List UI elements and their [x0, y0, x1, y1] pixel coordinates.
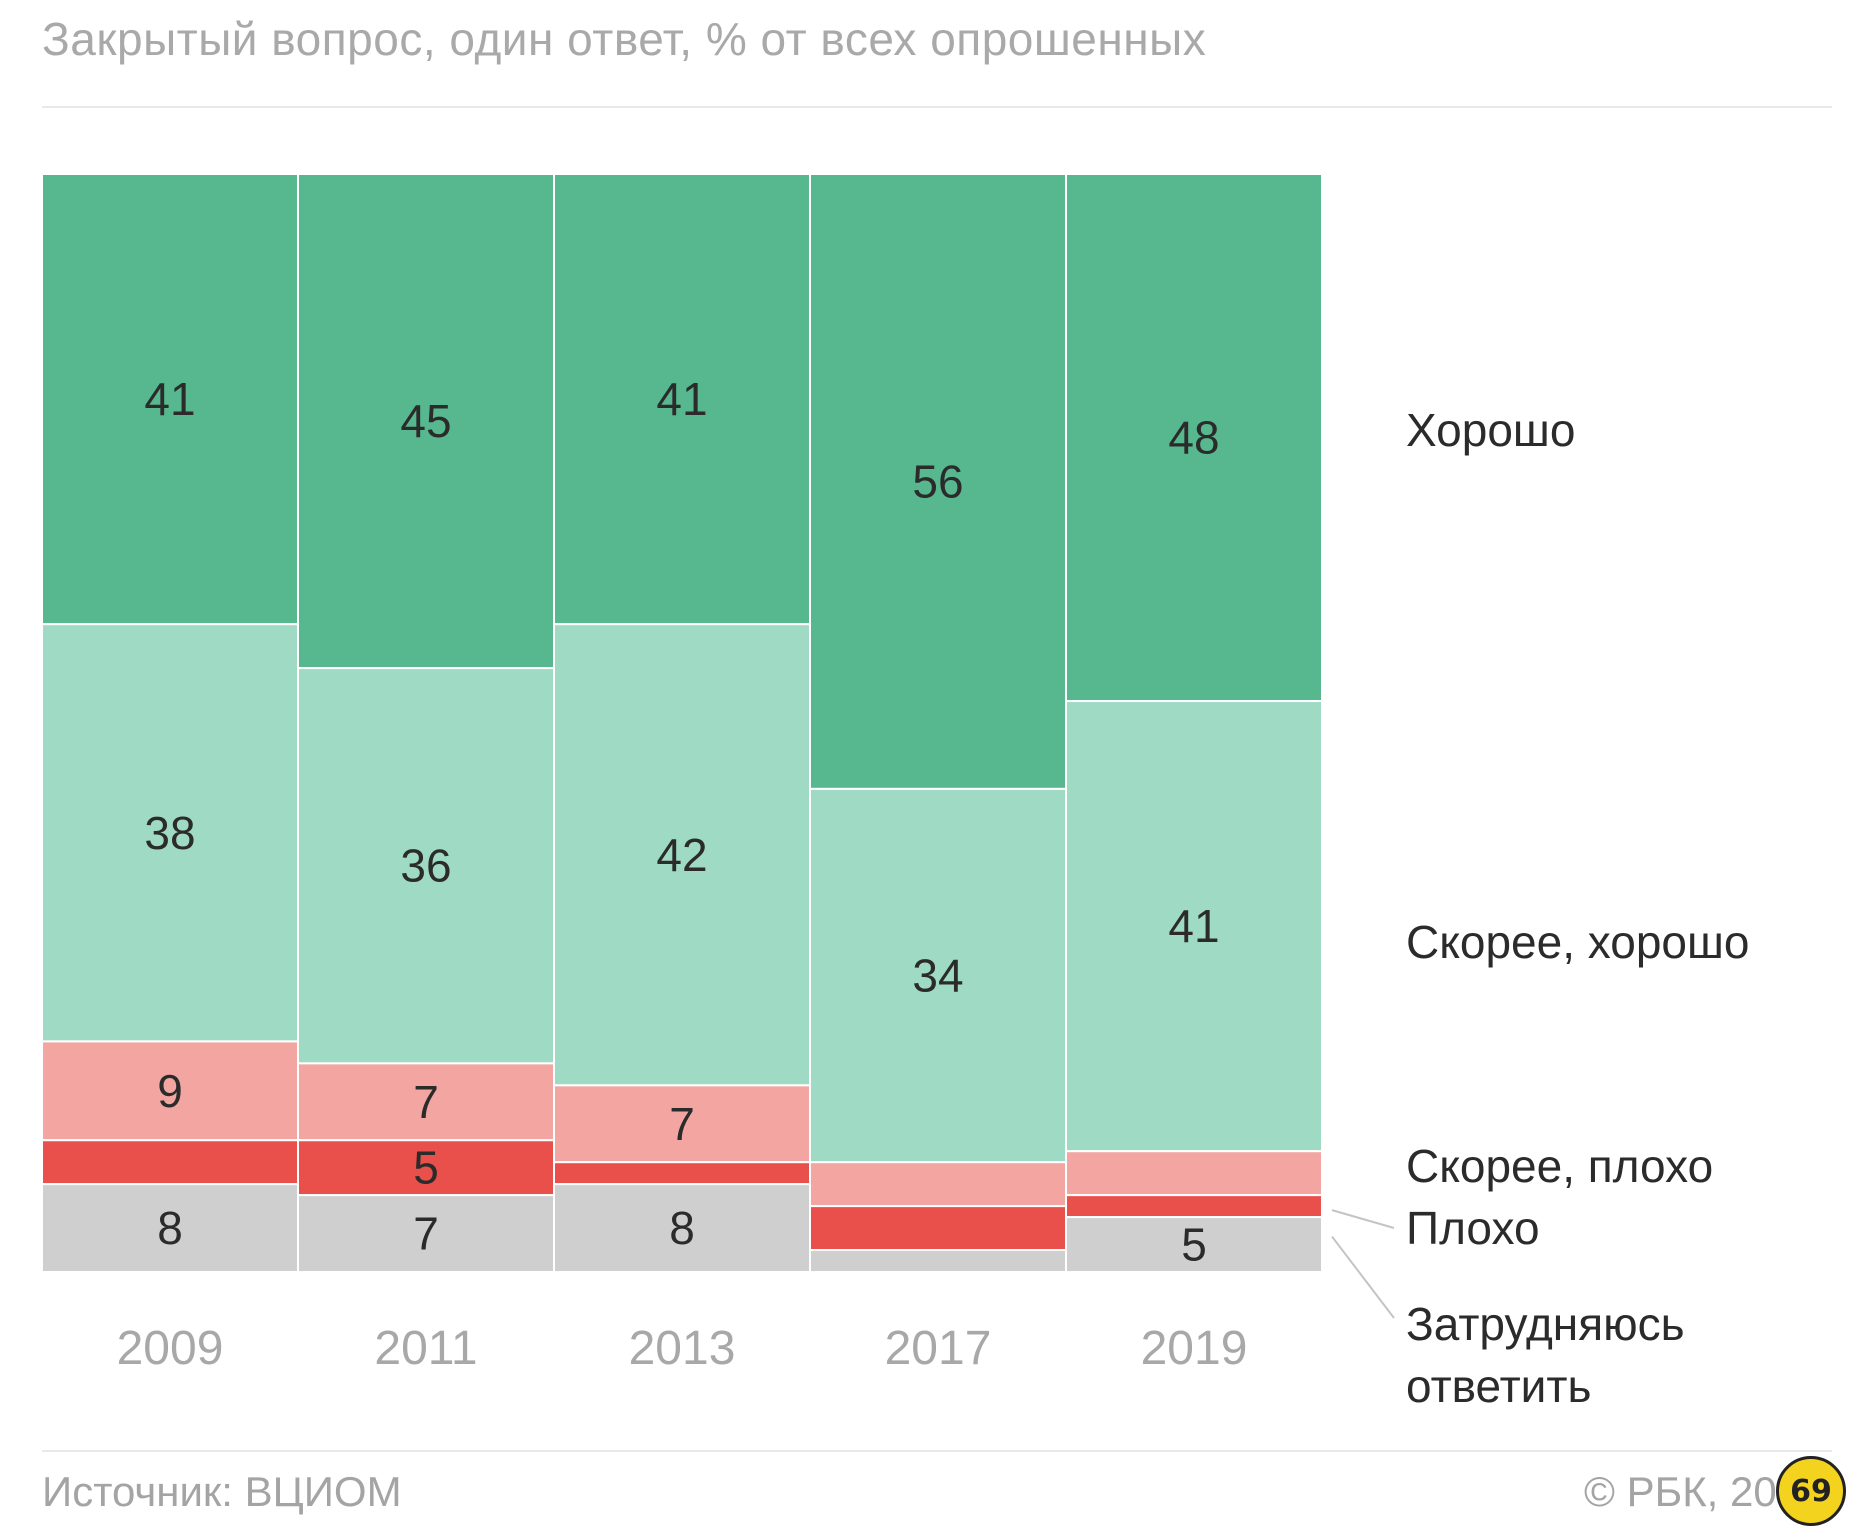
legend-плохо: Плохо [1406, 1202, 1540, 1254]
stacked-bar-chart: 41 38 9 8 2009 45 36 7 5 7 2011 41 42 7 8 2013 56 34 2017 4… [41, 173, 1749, 1412]
bar-затрудняюсь-ответить-2009 [41, 1183, 299, 1274]
data-label-скорее-хорошо-2011: 36 [400, 840, 451, 892]
x-tick-2009: 2009 [117, 1322, 224, 1375]
bar-плохо-2009 [41, 1139, 299, 1186]
bar-скорее-плохо-2017 [809, 1161, 1067, 1208]
data-label-скорее-хорошо-2013: 42 [656, 829, 707, 881]
bar-скорее-хорошо-2017 [809, 787, 1067, 1164]
data-label-затрудняюсь-ответить-2011: 7 [413, 1208, 439, 1260]
legend-хорошо: Хорошо [1406, 404, 1575, 456]
data-label-хорошо-2017: 56 [912, 455, 963, 507]
data-label-скорее-плохо-2013: 7 [669, 1098, 695, 1150]
bar-плохо-2017 [809, 1205, 1067, 1252]
bar-затрудняюсь-ответить-2013 [553, 1183, 811, 1274]
bar-хорошо-2017 [809, 173, 1067, 790]
data-label-хорошо-2019: 48 [1168, 412, 1219, 464]
logo-badge-icon: 69 [1776, 1456, 1846, 1526]
x-tick-2011: 2011 [374, 1322, 477, 1375]
leader-line-zatrudnyayus [1331, 1235, 1395, 1319]
bar-хорошо-2009 [41, 173, 299, 626]
legend-скорее-хорошо: Скорее, хорошо [1406, 916, 1749, 968]
data-label-хорошо-2011: 45 [400, 395, 451, 447]
data-label-скорее-хорошо-2017: 34 [912, 950, 963, 1002]
source-note: Источник: ВЦИОМ [42, 1468, 402, 1515]
bar-скорее-плохо-2013 [553, 1084, 811, 1164]
bar-затрудняюсь-ответить-2017 [809, 1249, 1067, 1274]
legend-скорее-плохо: Скорее, плохо [1406, 1140, 1713, 1192]
bottom-divider [42, 1450, 1832, 1452]
bar-плохо-2019 [1065, 1194, 1323, 1219]
chart-subtitle: Закрытый вопрос, один ответ, % от всех о… [42, 13, 1207, 65]
x-tick-2013: 2013 [629, 1322, 736, 1375]
x-tick-2019: 2019 [1141, 1322, 1248, 1375]
bar-хорошо-2013 [553, 173, 811, 626]
data-label-скорее-плохо-2011: 7 [413, 1076, 439, 1128]
bar-скорее-хорошо-2019 [1065, 700, 1323, 1153]
data-label-затрудняюсь-ответить-2019: 5 [1181, 1219, 1207, 1271]
leader-line-plokho [1331, 1209, 1395, 1229]
bar-хорошо-2011 [297, 173, 555, 670]
bar-затрудняюсь-ответить-2011 [297, 1194, 555, 1274]
bar-плохо-2013 [553, 1161, 811, 1186]
data-label-затрудняюсь-ответить-2013: 8 [669, 1202, 695, 1254]
legend-затрудняюсь-ответить: Затрудняюсь ответить [1406, 1298, 1685, 1412]
data-label-скорее-плохо-2009: 9 [157, 1065, 183, 1117]
data-label-скорее-хорошо-2009: 38 [144, 807, 195, 859]
x-tick-2017: 2017 [885, 1322, 992, 1375]
bar-затрудняюсь-ответить-2019 [1065, 1216, 1323, 1273]
data-label-хорошо-2009: 41 [144, 373, 195, 425]
bar-скорее-хорошо-2013 [553, 623, 811, 1087]
data-label-хорошо-2013: 41 [656, 373, 707, 425]
data-label-затрудняюсь-ответить-2009: 8 [157, 1202, 183, 1254]
bar-скорее-хорошо-2011 [297, 667, 555, 1065]
bar-скорее-плохо-2019 [1065, 1150, 1323, 1197]
copyright-note: © РБК, 20 [1584, 1468, 1777, 1515]
data-label-скорее-хорошо-2019: 41 [1168, 900, 1219, 952]
bar-скорее-плохо-2009 [41, 1040, 299, 1142]
bar-хорошо-2019 [1065, 173, 1323, 703]
top-divider [42, 106, 1832, 108]
data-label-плохо-2011: 5 [413, 1142, 439, 1194]
